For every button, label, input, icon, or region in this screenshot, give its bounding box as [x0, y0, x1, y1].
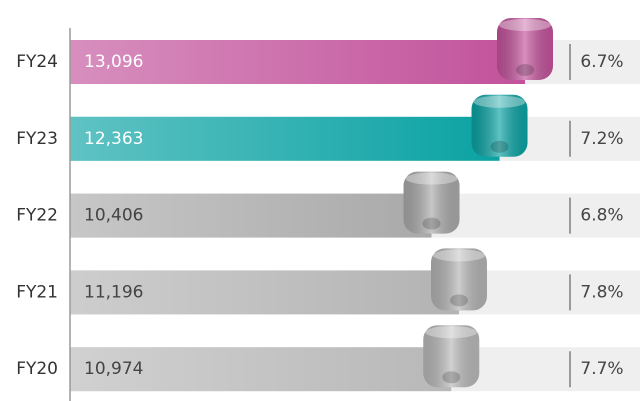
- side-value-label: 7.2%: [580, 129, 623, 149]
- roll-top: [474, 96, 526, 108]
- roll-curl: [491, 141, 509, 153]
- chart: 6.7% FY24 13,096 7.2% FY23 12,363 6.8% FY22 10,4…: [0, 0, 640, 401]
- roll-curl: [450, 294, 468, 306]
- category-label: FY20: [16, 359, 58, 379]
- roll-top: [433, 249, 485, 261]
- plot: 6.7% FY24 13,096 7.2% FY23 12,363 6.8% FY22 10,4…: [16, 18, 640, 391]
- category-label: FY21: [16, 282, 58, 302]
- side-value-label: 7.7%: [580, 359, 623, 379]
- category-label: FY22: [16, 206, 58, 226]
- roll-top: [499, 19, 551, 31]
- side-value-label: 7.8%: [580, 282, 623, 302]
- roll-top: [425, 326, 477, 338]
- side-value-label: 6.7%: [580, 52, 623, 72]
- value-label: 13,096: [84, 52, 143, 72]
- roll-top: [406, 173, 458, 185]
- value-label: 11,196: [84, 282, 143, 302]
- side-value-label: 6.8%: [580, 206, 623, 226]
- roll-curl: [516, 64, 534, 76]
- category-label: FY23: [16, 129, 58, 149]
- value-label: 10,974: [84, 359, 143, 379]
- roll-curl: [423, 218, 441, 230]
- value-label: 10,406: [84, 206, 143, 226]
- category-label: FY24: [16, 52, 58, 72]
- roll-curl: [442, 371, 460, 383]
- value-label: 12,363: [84, 129, 143, 149]
